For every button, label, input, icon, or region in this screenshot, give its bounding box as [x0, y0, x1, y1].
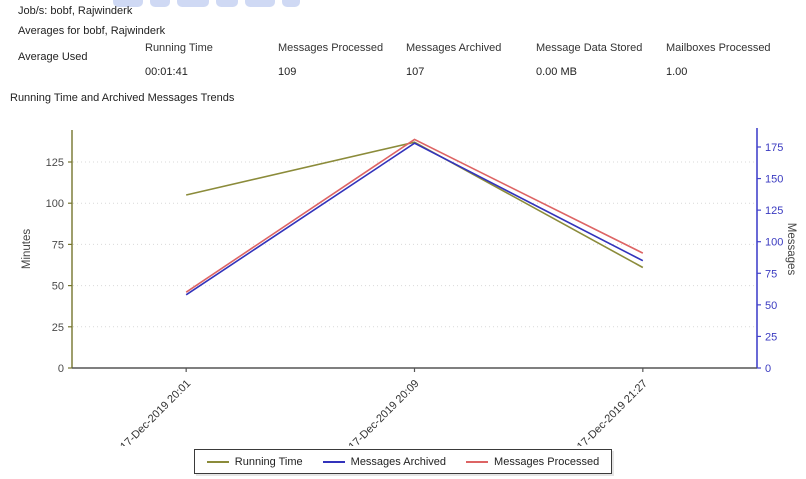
- column-header: Running Time: [145, 42, 213, 54]
- right-axis-tick-label: 25: [765, 331, 777, 343]
- column-header: Message Data Stored: [536, 42, 643, 54]
- logo-glyph-fragment: [216, 0, 238, 7]
- legend-label: Messages Processed: [494, 455, 600, 468]
- summary-col-running-time: Running Time 00:01:41: [145, 42, 213, 78]
- right-axis-tick-label: 0: [765, 363, 771, 375]
- legend-swatch-messages-processed: [466, 460, 489, 463]
- x-axis-tick-label: 17-Dec-2019 20:09: [347, 378, 422, 446]
- legend-swatch-running-time: [206, 460, 229, 463]
- left-axis-tick-label: 100: [46, 198, 64, 210]
- x-axis-tick-label: 17-Dec-2019 21:27: [575, 378, 650, 446]
- summary-col-messages-archived: Messages Archived 107: [406, 42, 501, 78]
- summary-col-message-data-stored: Message Data Stored 0.00 MB: [536, 42, 642, 78]
- logo-glyph-fragment: [177, 0, 209, 7]
- column-header: Mailboxes Processed: [666, 42, 771, 54]
- legend-label: Messages Archived: [350, 455, 447, 468]
- summary-row-label: Average Used: [18, 51, 88, 63]
- averages-line: Averages for bobf, Rajwinderk: [18, 25, 166, 37]
- right-axis-tick-label: 150: [765, 174, 783, 186]
- series-line-messages-processed: [185, 138, 644, 293]
- left-axis-tick-label: 125: [46, 157, 64, 169]
- left-axis-tick-label: 50: [52, 281, 64, 293]
- left-axis-tick-label: 25: [52, 322, 64, 334]
- chart-section-title: Running Time and Archived Messages Trend…: [10, 92, 235, 104]
- summary-col-messages-processed: Messages Processed 109: [278, 42, 383, 78]
- series-line-messages-archived: [185, 142, 644, 296]
- legend-container: Running Time Messages Archived Messages Pr…: [0, 449, 806, 474]
- column-header: Messages Processed: [278, 42, 384, 54]
- right-axis-tick-label: 125: [765, 205, 783, 217]
- logo-glyph-fragment: [245, 0, 275, 7]
- legend-item-messages-processed: Messages Processed: [466, 456, 599, 468]
- right-axis-tick-label: 75: [765, 268, 777, 280]
- cropped-logo-fragment: [113, 0, 303, 8]
- legend-swatch-messages-archived: [322, 460, 345, 463]
- logo-glyph-fragment: [150, 0, 170, 7]
- logo-glyph-fragment: [282, 0, 300, 7]
- jobs-line: Job/s: bobf, Rajwinderk: [18, 5, 133, 17]
- legend-item-messages-archived: Messages Archived: [322, 455, 447, 468]
- left-axis-tick-label: 0: [58, 363, 64, 375]
- column-value: 00:01:41: [145, 66, 188, 78]
- column-value: 109: [278, 66, 297, 78]
- legend-label: Running Time: [234, 455, 303, 468]
- left-axis-tick-label: 75: [52, 239, 64, 251]
- legend-item-running-time: Running Time: [206, 455, 303, 468]
- right-axis-title: Messages: [785, 223, 797, 276]
- chart-legend: Running Time Messages Archived Messages Pr…: [193, 449, 613, 474]
- series-line-running-time: [185, 141, 644, 269]
- column-header: Messages Archived: [406, 42, 502, 54]
- summary-col-mailboxes-processed: Mailboxes Processed 1.00: [666, 42, 771, 78]
- right-axis-tick-label: 175: [765, 142, 783, 154]
- x-axis-tick-label: 17-Dec-2019 20:01: [118, 378, 193, 446]
- column-value: 0.00 MB: [536, 66, 577, 78]
- column-value: 1.00: [666, 66, 688, 78]
- right-axis-tick-label: 50: [765, 300, 777, 312]
- logo-glyph-fragment: [113, 0, 143, 7]
- trend-line-chart: 0 25 50 75 100 125 0 25 50 75 100 125 150 175 Minutes M…: [21, 128, 797, 446]
- column-value: 107: [406, 66, 425, 78]
- right-axis-tick-label: 100: [765, 237, 783, 249]
- left-axis-title: Minutes: [21, 229, 33, 270]
